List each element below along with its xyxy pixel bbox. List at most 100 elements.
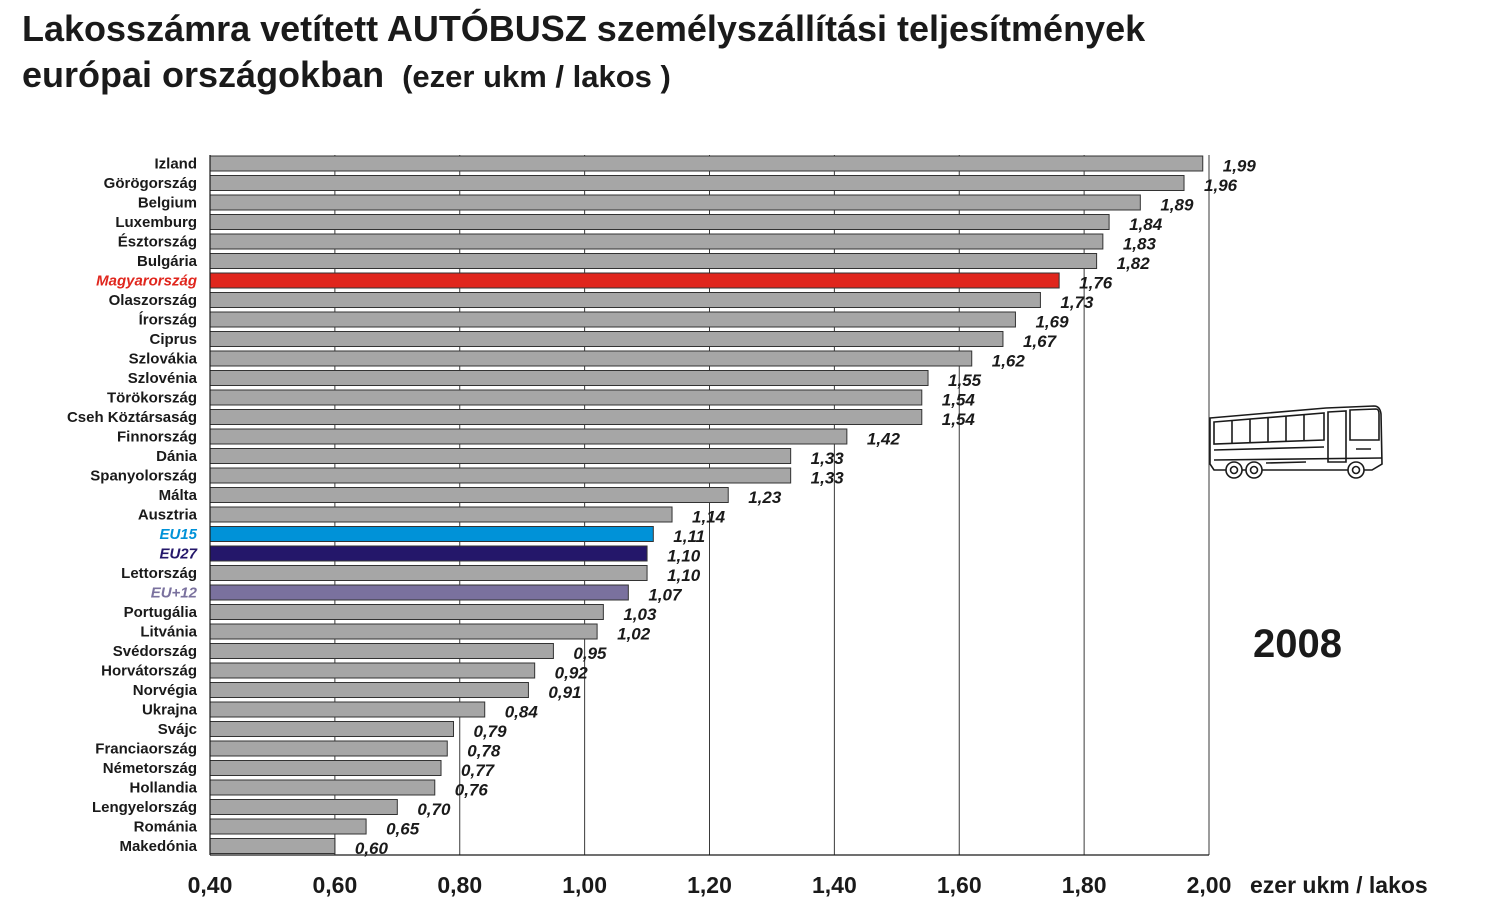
value-label: 1,82 (1117, 254, 1151, 273)
bar (209, 760, 442, 776)
value-label: 0,91 (548, 683, 581, 702)
category-label: Horvátország (101, 663, 197, 680)
value-label: 0,60 (355, 839, 389, 858)
chart-title-unit: (ezer ukm / lakos ) (402, 59, 671, 94)
bar (209, 155, 1204, 172)
value-label: 1,55 (948, 371, 982, 390)
category-label: Észtország (118, 234, 197, 251)
bar (209, 350, 973, 367)
bar (209, 194, 1141, 211)
bar (209, 214, 1110, 230)
value-label: 0,79 (474, 722, 508, 741)
value-label: 1,03 (623, 605, 657, 624)
category-label: Görögország (104, 175, 197, 192)
value-label: 1,23 (748, 488, 782, 507)
value-label: 1,02 (617, 625, 651, 644)
value-label: 1,10 (667, 566, 701, 585)
category-label: Hollandia (129, 780, 197, 797)
bar (209, 565, 648, 581)
category-label: Románia (134, 819, 198, 836)
value-label: 1,67 (1023, 332, 1058, 351)
value-label: 1,10 (667, 547, 701, 566)
bar (209, 604, 604, 620)
category-label: Finnország (117, 429, 197, 446)
category-label: Törökország (107, 390, 197, 407)
bar (209, 487, 729, 503)
value-label: 1,42 (867, 430, 901, 449)
value-label: 0,95 (573, 644, 607, 663)
category-label: Szlovákia (129, 351, 198, 368)
value-label: 1,84 (1129, 215, 1163, 234)
category-label: Lettország (121, 565, 197, 582)
value-label: 1,11 (673, 527, 705, 546)
bar (209, 721, 455, 737)
bar (209, 779, 436, 796)
category-label: Lengyelország (92, 799, 197, 816)
bar (209, 370, 929, 386)
bar (209, 818, 367, 835)
bar (209, 506, 673, 523)
value-label: 1,69 (1035, 313, 1069, 332)
category-label: Belgium (138, 195, 197, 212)
category-label: Magyarország (96, 273, 197, 290)
category-label: Málta (159, 487, 198, 504)
year-label: 2008 (1253, 622, 1342, 666)
category-label: Írország (139, 312, 197, 329)
x-tick-label: 2,00 (1187, 872, 1232, 898)
chart-title-line2: európai országokban (ezer ukm / lakos ) (22, 52, 1145, 100)
category-label: EU27 (159, 546, 197, 563)
value-label: 1,89 (1160, 196, 1194, 215)
category-label: EU+12 (151, 585, 198, 602)
category-label: EU15 (159, 526, 197, 543)
value-label: 1,99 (1223, 157, 1257, 176)
value-label: 1,76 (1079, 274, 1113, 293)
bar (209, 428, 848, 445)
value-label: 0,65 (386, 820, 420, 839)
bar (209, 292, 1041, 308)
category-label: Ausztria (138, 507, 198, 524)
chart-title-line1: Lakosszámra vetített AUTÓBUSZ személyszá… (22, 8, 1146, 49)
x-tick-label: 0,80 (437, 872, 482, 898)
category-label: Makedónia (119, 838, 197, 855)
value-label: 0,78 (467, 742, 501, 761)
bar (209, 740, 448, 757)
value-label: 0,84 (505, 703, 539, 722)
bar (209, 311, 1016, 328)
category-label: Ciprus (149, 331, 197, 348)
category-label: Izland (154, 156, 197, 173)
value-label: 1,14 (692, 508, 726, 527)
bar (209, 448, 792, 464)
category-label: Bulgária (137, 253, 198, 270)
bar (209, 409, 923, 425)
bus-icon (1209, 405, 1383, 479)
value-label: 0,76 (455, 781, 489, 800)
value-label: 1,54 (942, 410, 976, 429)
value-label: 1,83 (1123, 235, 1157, 254)
category-label: Norvégia (133, 682, 198, 699)
category-label: Olaszország (109, 292, 197, 309)
category-label: Portugália (124, 604, 198, 621)
bar (209, 253, 1098, 269)
bar (209, 331, 1004, 347)
bar (209, 623, 598, 640)
bar (209, 584, 629, 601)
bar (209, 526, 654, 542)
bar (209, 272, 1060, 289)
value-label: 1,07 (648, 586, 683, 605)
value-label: 1,73 (1060, 293, 1094, 312)
bar (209, 467, 792, 484)
category-label: Szlovénia (128, 370, 198, 387)
x-tick-label: 1,80 (1062, 872, 1107, 898)
bar (209, 838, 336, 854)
category-label: Litvánia (140, 624, 197, 641)
x-tick-label: 1,20 (687, 872, 732, 898)
bar (209, 643, 554, 659)
x-tick-label: 1,00 (562, 872, 607, 898)
category-label: Dánia (156, 448, 198, 465)
value-label: 0,70 (417, 800, 451, 819)
category-label: Ukrajna (142, 702, 198, 719)
bar (209, 545, 648, 562)
bar (209, 701, 486, 718)
category-label: Svédország (113, 643, 197, 660)
